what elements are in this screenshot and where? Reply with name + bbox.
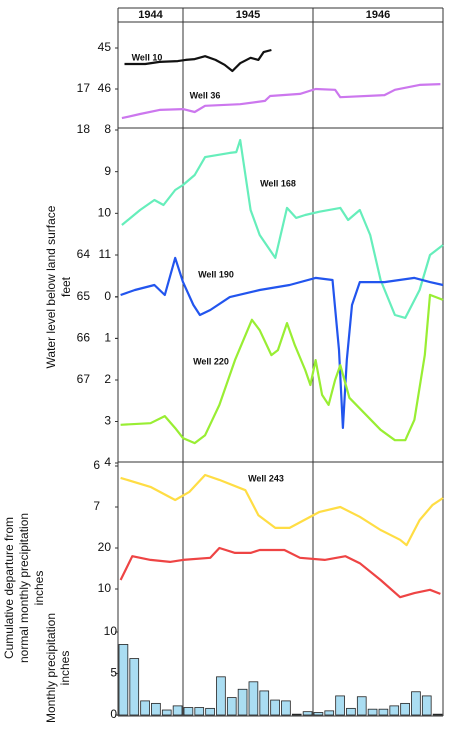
- y-tick-label: 5: [110, 666, 117, 680]
- precip-bar: [172, 705, 183, 716]
- series-title: Well 36: [190, 90, 221, 100]
- y-tick-label: 46: [98, 81, 112, 95]
- y-axis-title: inches: [58, 651, 72, 686]
- precip-bar: [378, 708, 389, 716]
- precip-bar: [259, 690, 270, 716]
- y-tick-label: 18: [77, 122, 91, 136]
- precip-bar: [411, 691, 421, 716]
- y-tick-label: 0: [104, 289, 111, 303]
- precip-bar: [183, 707, 194, 716]
- y-tick-label: 10: [98, 206, 112, 220]
- precip-bar: [226, 697, 237, 716]
- y-tick-label: 6: [93, 458, 100, 472]
- precip-bar: [324, 710, 335, 716]
- precip-bar: [161, 709, 172, 716]
- y-axis-title: Monthly precipitation: [44, 613, 58, 723]
- precip-bar: [302, 711, 313, 716]
- precip-bar: [335, 695, 345, 716]
- year-label: 1945: [236, 9, 260, 21]
- year-label: 1946: [366, 9, 390, 21]
- series-title: Well 168: [260, 178, 296, 188]
- precip-bar: [194, 707, 205, 716]
- hydrograph-line: [124, 48, 272, 73]
- series-title: Well 220: [193, 356, 229, 366]
- precip-bar: [291, 713, 302, 716]
- series-title: Well 243: [248, 473, 284, 483]
- precip-bar: [248, 681, 259, 716]
- precip-bar: [237, 688, 248, 716]
- precip-bar: [367, 708, 378, 716]
- y-tick-label: 2: [104, 372, 111, 386]
- precip-bar: [421, 695, 432, 716]
- precip-bar: [432, 713, 443, 716]
- y-tick-label: 10: [98, 581, 112, 595]
- y-tick-label: 66: [77, 331, 91, 345]
- y-tick-label: 20: [98, 540, 112, 554]
- y-tick-label: 7: [93, 499, 100, 513]
- hydrograph-line: [121, 83, 441, 120]
- precip-bar: [205, 707, 215, 716]
- precip-bar: [118, 644, 129, 716]
- precip-bar: [281, 700, 291, 716]
- series-title: Well 190: [198, 269, 234, 279]
- precip-bar: [313, 712, 324, 716]
- precip-bar: [400, 702, 410, 716]
- y-tick-label: 3: [104, 414, 111, 428]
- y-tick-label: 11: [99, 247, 112, 261]
- y-axis-title: Cumulative departure from: [2, 517, 16, 659]
- precip-bar: [270, 699, 280, 716]
- y-axis-title: Water level below land surface: [44, 205, 58, 368]
- hydrograph-line: [121, 138, 444, 319]
- precip-bar: [356, 696, 367, 716]
- y-tick-label: 65: [77, 289, 91, 303]
- y-tick-label: 1: [104, 331, 111, 345]
- y-tick-label: 10: [104, 624, 118, 638]
- hydrograph-line: [120, 293, 444, 445]
- y-tick-label: 8: [104, 122, 111, 136]
- precip-bar: [129, 658, 140, 716]
- y-tick-label: 67: [77, 372, 91, 386]
- precip-bar: [346, 707, 356, 716]
- hydrograph-line: [120, 473, 444, 547]
- year-label: 1944: [138, 9, 163, 21]
- precip-bar: [216, 676, 226, 716]
- precip-bar: [151, 702, 161, 716]
- y-axis-title: inches: [32, 571, 46, 606]
- precip-bar: [389, 705, 400, 716]
- hydrograph-line: [120, 256, 444, 429]
- y-axis-title: feet: [59, 276, 73, 297]
- y-axis-title: normal monthly precipitation: [17, 513, 31, 663]
- y-tick-label: 4: [104, 455, 111, 469]
- hydrograph-line: [119, 546, 441, 599]
- y-tick-label: 64: [77, 247, 91, 261]
- y-tick-label: 17: [77, 81, 91, 95]
- series-title: Well 10: [132, 52, 163, 62]
- precip-bar: [140, 700, 150, 716]
- y-tick-label: 9: [104, 164, 111, 178]
- y-tick-label: 0: [110, 707, 117, 721]
- y-tick-label: 45: [98, 40, 112, 54]
